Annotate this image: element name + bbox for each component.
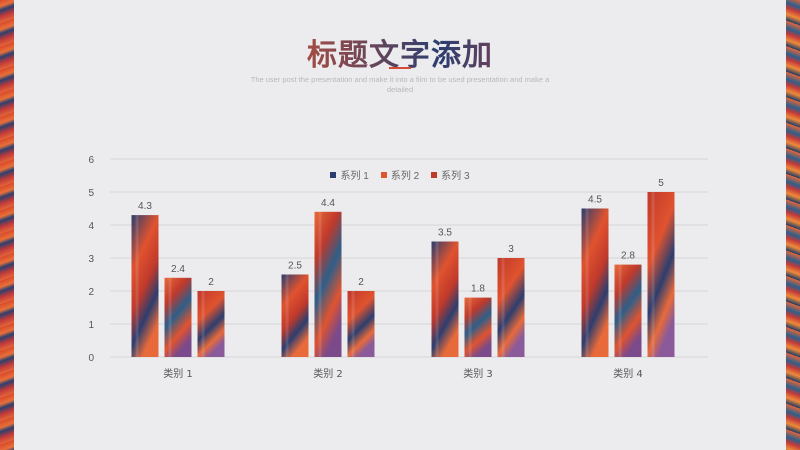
legend-item-series-3: 系列 3 <box>431 167 470 182</box>
decorative-left-edge <box>0 0 14 450</box>
bar <box>164 277 192 357</box>
data-label: 2.5 <box>288 261 302 272</box>
page-subtitle: The user post the presentation and make … <box>250 75 550 94</box>
bar-sheen <box>201 291 205 357</box>
bar <box>347 291 375 357</box>
legend-swatch-series-3 <box>431 171 438 178</box>
bar-sheen <box>351 291 355 357</box>
bar-sheen <box>135 215 139 357</box>
bar <box>197 291 225 357</box>
title-underline <box>389 67 411 69</box>
bar <box>464 297 492 357</box>
y-tick-label: 5 <box>88 188 94 199</box>
bar-sheen <box>318 211 322 357</box>
x-tick-label: 类别 2 <box>313 367 343 380</box>
legend-label-series-1: 系列 1 <box>340 171 369 182</box>
data-label: 2.4 <box>171 264 185 275</box>
y-tick-label: 3 <box>88 254 94 265</box>
data-label: 4.4 <box>321 198 335 209</box>
data-label: 2 <box>358 277 364 288</box>
y-tick-label: 0 <box>88 353 94 364</box>
bar-sheen <box>501 258 505 357</box>
bar <box>614 264 642 357</box>
data-label: 4.5 <box>588 195 602 206</box>
bar <box>497 258 525 357</box>
chart-legend: 系列 1 系列 2 系列 3 <box>0 167 800 182</box>
bar <box>647 192 675 357</box>
bar-sheen <box>435 241 439 357</box>
bar-sheen <box>285 274 289 357</box>
legend-swatch-series-2 <box>380 171 387 178</box>
legend-swatch-series-1 <box>330 171 337 178</box>
decorative-right-edge <box>786 0 800 450</box>
data-label: 3 <box>508 244 514 255</box>
legend-label-series-3: 系列 3 <box>441 171 470 182</box>
bar <box>581 208 609 357</box>
bar <box>314 211 342 357</box>
x-tick-label: 类别 1 <box>163 367 193 380</box>
data-label: 5 <box>658 178 664 189</box>
legend-item-series-1: 系列 1 <box>330 167 369 182</box>
y-tick-label: 4 <box>88 221 94 232</box>
y-tick-label: 2 <box>88 287 94 298</box>
bar <box>431 241 459 357</box>
y-tick-label: 1 <box>88 320 94 331</box>
bar-sheen <box>168 277 172 357</box>
data-label: 2 <box>208 277 214 288</box>
legend-item-series-2: 系列 2 <box>380 167 420 182</box>
bar-sheen <box>585 208 589 357</box>
bar <box>131 215 159 357</box>
bar-sheen <box>468 297 472 357</box>
y-tick-label: 6 <box>88 155 94 166</box>
data-label: 2.8 <box>621 251 635 262</box>
x-tick-label: 类别 3 <box>463 367 493 380</box>
data-label: 3.5 <box>438 228 452 239</box>
x-tick-label: 类别 4 <box>613 367 643 380</box>
bar-sheen <box>618 264 622 357</box>
legend-label-series-2: 系列 2 <box>390 171 420 182</box>
data-label: 4.3 <box>138 201 152 212</box>
bar-sheen <box>651 192 655 357</box>
bar <box>281 274 309 357</box>
data-label: 1.8 <box>471 284 485 295</box>
